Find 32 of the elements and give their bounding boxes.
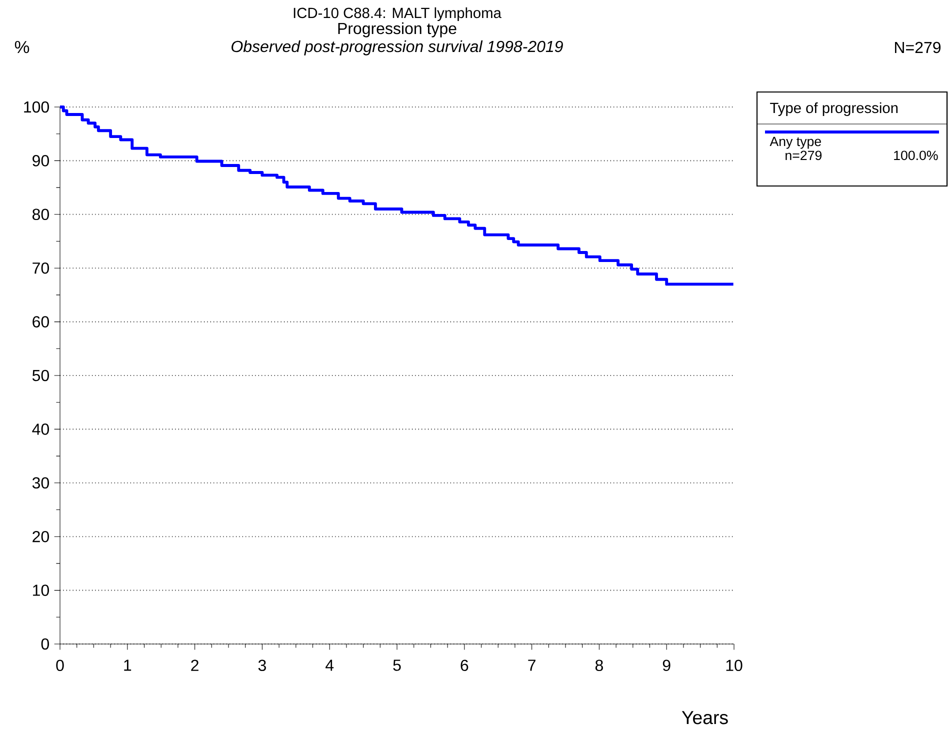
y-tick-label: 10 [33, 584, 49, 596]
y-tick-label: 60 [32, 316, 49, 328]
y-tick-label: 50 [32, 370, 49, 382]
y-tick-label: 90 [32, 155, 49, 166]
chart-title: ICD-10 C88.4: MALT lymphoma [294, 7, 502, 22]
x-tick-label: 1 [124, 660, 132, 671]
x-tick-label: 6 [460, 660, 468, 672]
x-axis-title: Years [682, 711, 728, 724]
legend-title: Type of progression [770, 102, 898, 116]
x-tick-label: 10 [726, 660, 742, 672]
y-tick-label: 70 [32, 262, 49, 274]
x-tick-label: 9 [662, 660, 670, 672]
y-tick-label: 0 [41, 638, 49, 650]
chart-subtitle: Progression type [338, 22, 456, 38]
x-tick-label: 4 [326, 660, 334, 671]
y-tick-label: 100 [24, 101, 49, 113]
x-tick-label: 7 [528, 660, 536, 671]
text: Observed post-progression survival 1998-2019 [232, 40, 563, 56]
y-tick-label: 20 [32, 530, 49, 542]
y-axis-title: % [14, 40, 30, 54]
y-tick-label: 30 [32, 477, 49, 489]
x-tick-label: 5 [393, 660, 401, 671]
text: n=279 [786, 150, 822, 160]
x-tick-label: 2 [191, 660, 198, 671]
y-tick-label: 80 [32, 208, 49, 220]
text: N=279 [895, 42, 941, 54]
y-tick-label: 40 [32, 424, 49, 435]
text: Any type [770, 136, 821, 149]
text: 100.0% [894, 150, 938, 160]
x-tick-label: 0 [56, 660, 64, 672]
x-tick-label: 3 [258, 660, 266, 672]
x-tick-label: 8 [595, 660, 603, 672]
